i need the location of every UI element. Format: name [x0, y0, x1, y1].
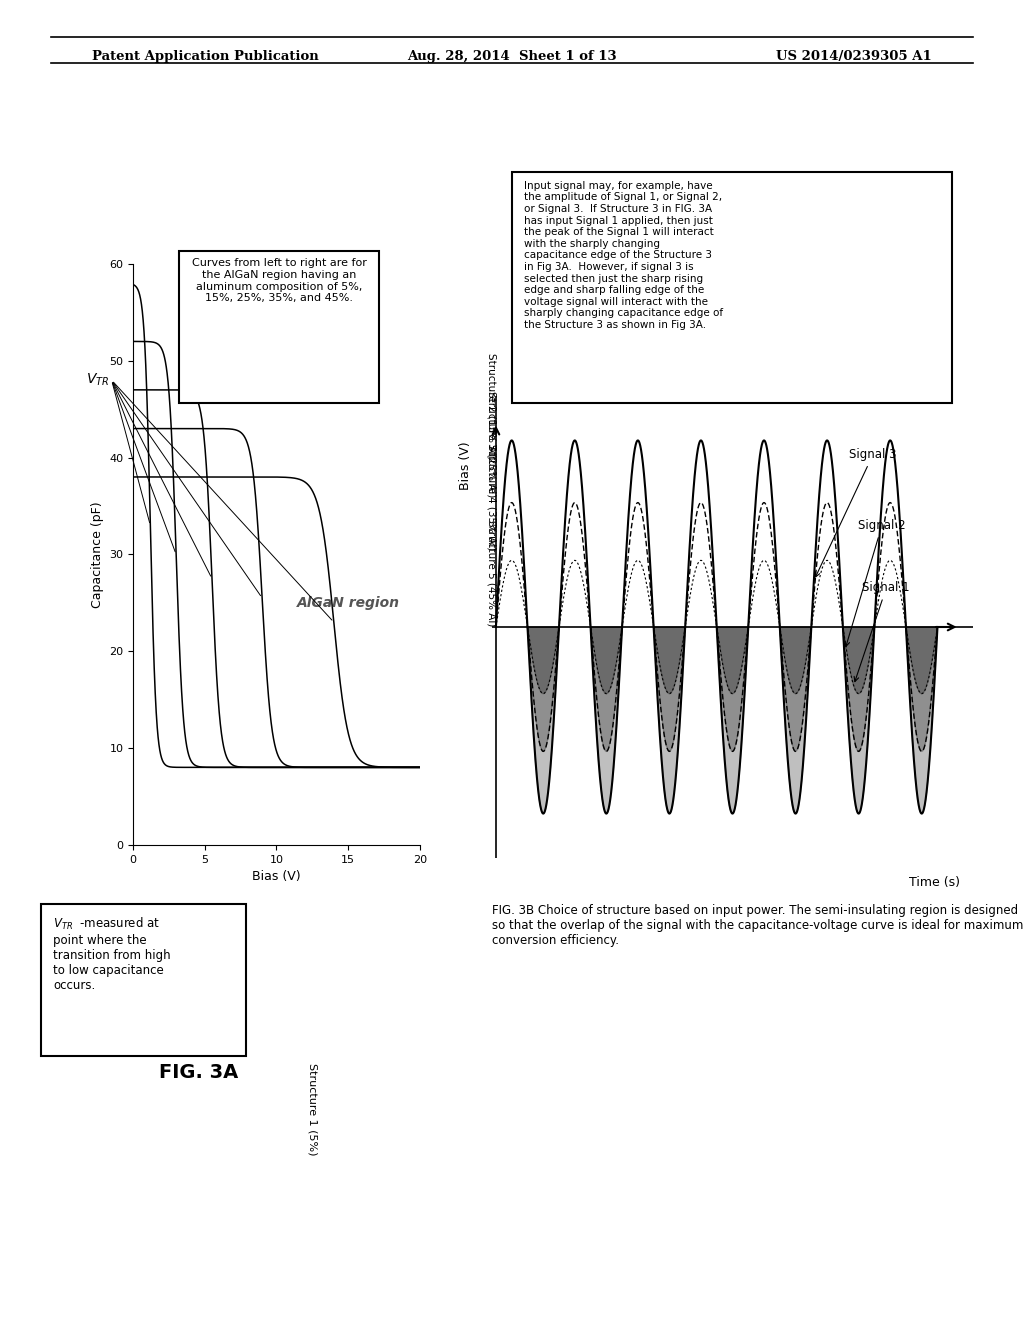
Text: Signal 3: Signal 3 — [815, 449, 897, 577]
Text: Signal 2: Signal 2 — [845, 519, 905, 647]
X-axis label: Time (s): Time (s) — [908, 876, 959, 890]
Text: Structure 2 (15% Al): Structure 2 (15% Al) — [487, 352, 497, 459]
X-axis label: Bias (V): Bias (V) — [252, 870, 301, 883]
Text: Structure 3 (25% Al): Structure 3 (25% Al) — [487, 391, 497, 498]
Text: $V_{TR}$: $V_{TR}$ — [86, 372, 109, 388]
Text: $V_{TR}$  -measured at
point where the
transition from high
to low capacitance
o: $V_{TR}$ -measured at point where the tr… — [53, 916, 171, 993]
Y-axis label: Capacitance (pF): Capacitance (pF) — [91, 502, 103, 607]
Text: FIG. 3B Choice of structure based on input power. The semi-insulating region is : FIG. 3B Choice of structure based on inp… — [492, 904, 1023, 948]
Text: AlGaN region: AlGaN region — [297, 595, 399, 610]
Text: Curves from left to right are for
the AlGaN region having an
aluminum compositio: Curves from left to right are for the Al… — [191, 259, 367, 304]
Text: Signal 1: Signal 1 — [854, 582, 910, 681]
Text: FIG. 3A: FIG. 3A — [159, 1063, 238, 1081]
Text: Aug. 28, 2014  Sheet 1 of 13: Aug. 28, 2014 Sheet 1 of 13 — [408, 50, 616, 63]
Text: Structure 4 (35% Al): Structure 4 (35% Al) — [487, 444, 497, 550]
Text: US 2014/0239305 A1: US 2014/0239305 A1 — [776, 50, 932, 63]
Text: Input signal may, for example, have
the amplitude of Signal 1, or Signal 2,
or S: Input signal may, for example, have the … — [524, 181, 723, 330]
Y-axis label: Bias (V): Bias (V) — [460, 441, 472, 490]
Text: Structure 5 (45% Al): Structure 5 (45% Al) — [487, 520, 497, 626]
Text: Patent Application Publication: Patent Application Publication — [92, 50, 318, 63]
Text: Structure 1 (5%): Structure 1 (5%) — [307, 1063, 317, 1155]
